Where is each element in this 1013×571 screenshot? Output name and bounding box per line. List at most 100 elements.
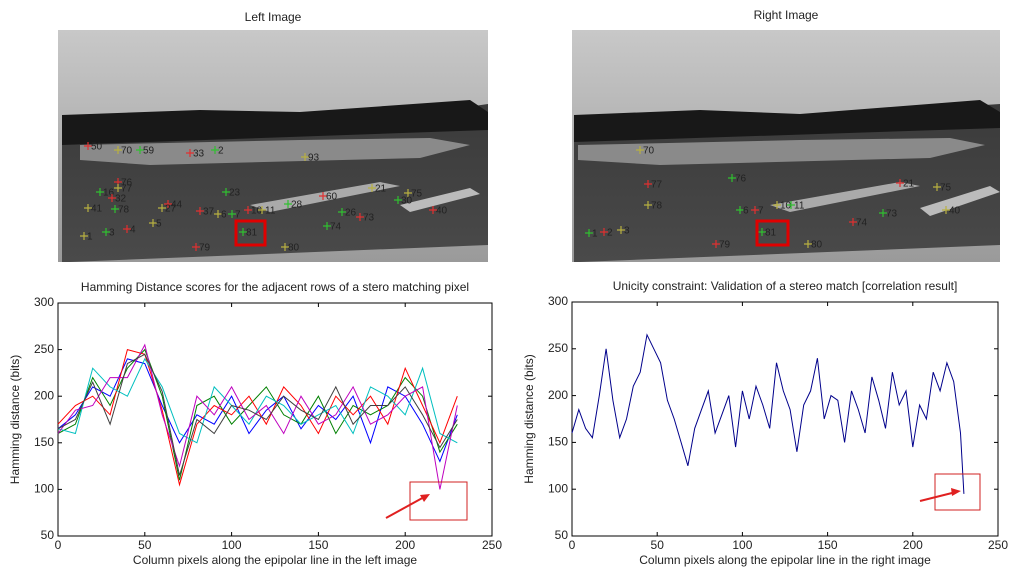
feature-marker: [80, 232, 88, 240]
feature-marker: [186, 149, 194, 157]
feature-label: 80: [811, 240, 823, 251]
feature-label: 75: [411, 189, 423, 200]
x-tick-label: 150: [818, 538, 838, 552]
feature-label: 59: [143, 146, 155, 157]
x-tick-label: 200: [395, 538, 415, 552]
y-tick-label: 150: [548, 435, 568, 449]
feature-label: 37: [203, 207, 215, 218]
feature-marker: [111, 205, 119, 213]
highlight-box: [234, 219, 267, 247]
highlight-box: [409, 481, 468, 521]
x-tick-label: 250: [988, 538, 1008, 552]
plot-area: [571, 301, 999, 537]
feature-label: 75: [940, 183, 952, 194]
feature-marker: [600, 228, 608, 236]
feature-label: 74: [856, 218, 868, 229]
feature-label: 79: [719, 240, 731, 251]
arrow: [385, 495, 427, 519]
feature-label: 26: [345, 208, 357, 219]
feature-label: 76: [121, 178, 133, 189]
y-tick-label: 50: [555, 528, 569, 542]
feature-marker: [758, 228, 766, 236]
feature-marker: [394, 196, 402, 204]
feature-marker: [356, 213, 364, 221]
y-axis-label: Hamming distance (bits): [522, 354, 536, 483]
feature-label: 70: [121, 146, 133, 157]
right-photo: 70 76 77 78 6 7 10 11 21 75 73 74 40 1 2 3 81 79 80: [572, 30, 1000, 262]
feature-marker: [244, 206, 252, 214]
feature-marker: [879, 209, 887, 217]
feature-label: 7: [235, 210, 241, 221]
feature-label: 73: [363, 213, 375, 224]
y-tick-label: 300: [548, 294, 568, 308]
feature-marker: [896, 179, 904, 187]
y-tick-label: 250: [548, 341, 568, 355]
feature-label: 40: [436, 206, 448, 217]
feature-label: 21: [375, 184, 387, 195]
feature-marker: [338, 208, 346, 216]
feature-marker: [301, 153, 309, 161]
feature-marker: [804, 240, 812, 248]
feature-marker: [149, 219, 157, 227]
feature-label: 11: [794, 201, 805, 212]
feature-marker: [136, 146, 144, 154]
feature-marker: [773, 201, 781, 209]
feature-label: 11: [265, 206, 276, 217]
feature-marker: [368, 184, 376, 192]
feature-marker: [942, 206, 950, 214]
feature-label: 76: [735, 174, 747, 185]
feature-label: 4: [130, 225, 136, 236]
feature-label: 6: [221, 210, 227, 221]
feature-label: 80: [288, 243, 300, 254]
feature-marker: [84, 204, 92, 212]
feature-marker: [404, 189, 412, 197]
feature-label: 1: [592, 229, 598, 240]
feature-label: 28: [291, 200, 303, 211]
feature-marker: [228, 210, 236, 218]
data-line: [57, 343, 458, 490]
feature-label: 7: [758, 206, 764, 217]
image-title: Left Image: [245, 10, 302, 24]
data-line: [57, 358, 458, 463]
feature-label: 44: [171, 200, 183, 211]
feature-label: 41: [91, 204, 103, 215]
x-axis-label: Column pixels along the epipolar line in…: [133, 553, 417, 567]
feature-label: 73: [886, 209, 898, 220]
feature-marker: [849, 218, 857, 226]
feature-marker: [114, 184, 122, 192]
x-tick-label: 100: [732, 538, 752, 552]
feature-label: 81: [246, 228, 258, 239]
feature-label: 77: [651, 180, 663, 191]
feature-marker: [102, 228, 110, 236]
arrow-head: [951, 488, 961, 496]
feature-marker: [728, 174, 736, 182]
feature-marker: [114, 146, 122, 154]
feature-marker: [429, 206, 437, 214]
feature-marker: [585, 229, 593, 237]
feature-label: 5: [156, 219, 162, 230]
feature-label: 78: [651, 201, 663, 212]
chart-title: Unicity constraint: Validation of a ster…: [613, 279, 958, 293]
feature-label: 2: [218, 146, 224, 157]
x-tick-label: 0: [55, 538, 62, 552]
feature-label: 1: [87, 232, 93, 243]
x-axis-label: Column pixels along the epipolar line in…: [639, 553, 931, 567]
y-tick-label: 300: [34, 295, 54, 309]
y-tick-label: 150: [34, 435, 54, 449]
feature-label: 93: [308, 153, 320, 164]
feature-marker: [736, 206, 744, 214]
feature-label: 50: [91, 142, 103, 153]
feature-marker: [96, 188, 104, 196]
feature-marker: [281, 243, 289, 251]
x-tick-label: 0: [569, 538, 576, 552]
feature-marker: [222, 188, 230, 196]
highlight-box: [755, 219, 790, 247]
feature-label: 60: [326, 192, 338, 203]
feature-marker: [158, 204, 166, 212]
feature-marker: [323, 222, 331, 230]
feature-label: 77: [121, 184, 133, 195]
feature-label: 16: [103, 188, 115, 199]
feature-marker: [933, 183, 941, 191]
